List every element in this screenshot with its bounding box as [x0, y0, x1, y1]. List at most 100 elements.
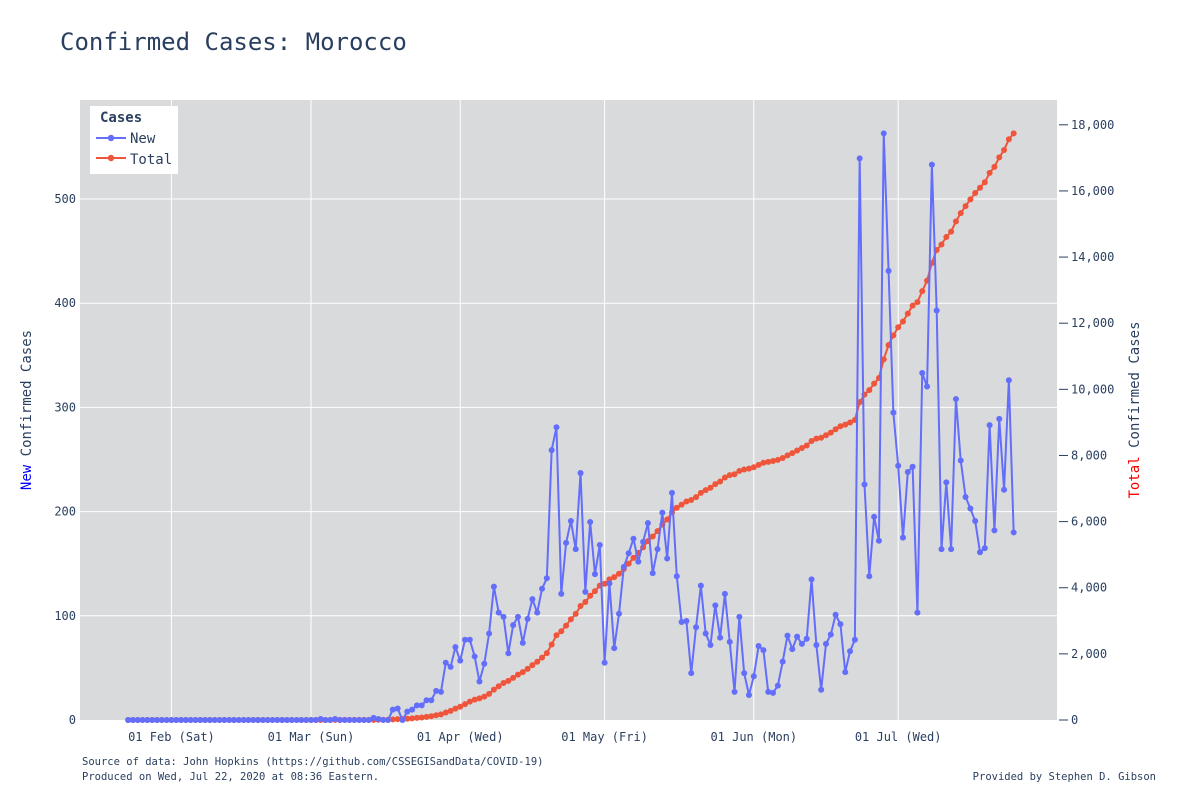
total-point[interactable] [418, 714, 425, 721]
total-point[interactable] [500, 679, 507, 686]
legend[interactable]: Cases New Total [90, 106, 178, 174]
new-point[interactable] [890, 409, 897, 416]
new-point[interactable] [563, 539, 570, 546]
new-point[interactable] [587, 519, 594, 526]
total-point[interactable] [437, 711, 444, 718]
new-point[interactable] [688, 670, 695, 677]
new-point[interactable] [582, 588, 589, 595]
total-point[interactable] [774, 456, 781, 463]
new-point[interactable] [803, 635, 810, 642]
total-point[interactable] [567, 616, 574, 623]
total-point[interactable] [847, 419, 854, 426]
total-point[interactable] [1010, 130, 1017, 137]
total-point[interactable] [914, 299, 921, 306]
total-point[interactable] [765, 458, 772, 465]
new-point[interactable] [649, 570, 656, 577]
new-point[interactable] [524, 615, 531, 622]
new-point[interactable] [899, 534, 906, 541]
total-point[interactable] [389, 716, 396, 723]
new-point[interactable] [770, 689, 777, 696]
new-point[interactable] [370, 714, 377, 721]
new-point[interactable] [856, 155, 863, 162]
new-point[interactable] [235, 717, 242, 723]
new-point[interactable] [259, 717, 266, 723]
new-point[interactable] [909, 463, 916, 470]
new-point[interactable] [327, 717, 334, 723]
new-point[interactable] [481, 660, 488, 667]
new-point[interactable] [591, 571, 598, 578]
total-point[interactable] [948, 228, 955, 235]
total-point[interactable] [577, 603, 584, 610]
new-point[interactable] [168, 717, 175, 723]
total-point[interactable] [481, 693, 488, 700]
new-point[interactable] [548, 447, 555, 454]
total-point[interactable] [871, 380, 878, 387]
new-point[interactable] [895, 462, 902, 469]
new-point[interactable] [847, 648, 854, 655]
new-point[interactable] [356, 717, 363, 723]
total-point[interactable] [919, 288, 926, 295]
new-point[interactable] [380, 717, 387, 723]
new-point[interactable] [283, 717, 290, 723]
new-point[interactable] [635, 558, 642, 565]
new-point[interactable] [505, 650, 512, 657]
total-point[interactable] [794, 447, 801, 454]
total-point[interactable] [702, 487, 709, 494]
new-point[interactable] [211, 717, 218, 723]
new-point[interactable] [231, 717, 238, 723]
new-point[interactable] [226, 717, 233, 723]
new-point[interactable] [630, 535, 637, 542]
new-point[interactable] [269, 717, 276, 723]
total-point[interactable] [539, 654, 546, 661]
total-point[interactable] [519, 669, 526, 676]
new-point[interactable] [437, 688, 444, 695]
new-point[interactable] [534, 609, 541, 616]
new-point[interactable] [851, 636, 858, 643]
total-point[interactable] [784, 452, 791, 459]
new-point[interactable] [972, 517, 979, 524]
new-point[interactable] [596, 541, 603, 548]
new-point[interactable] [336, 717, 343, 723]
new-point[interactable] [539, 585, 546, 592]
total-point[interactable] [712, 481, 719, 488]
new-point[interactable] [240, 717, 247, 723]
new-point[interactable] [774, 682, 781, 689]
new-point[interactable] [827, 631, 834, 638]
new-point[interactable] [409, 706, 416, 713]
total-point[interactable] [409, 715, 416, 722]
new-point[interactable] [433, 687, 440, 694]
total-point[interactable] [707, 484, 714, 491]
new-point[interactable] [375, 715, 382, 722]
new-point[interactable] [466, 636, 473, 643]
new-point[interactable] [644, 520, 651, 527]
new-point[interactable] [794, 633, 801, 640]
total-point[interactable] [529, 662, 536, 669]
total-point[interactable] [495, 683, 502, 690]
new-point[interactable] [991, 527, 998, 534]
new-point[interactable] [866, 573, 873, 580]
total-point[interactable] [471, 696, 478, 703]
new-point[interactable] [731, 688, 738, 695]
new-point[interactable] [981, 545, 988, 552]
new-point[interactable] [187, 717, 194, 723]
new-point[interactable] [640, 538, 647, 545]
total-point[interactable] [563, 622, 570, 629]
new-point[interactable] [134, 717, 141, 723]
new-point[interactable] [938, 546, 945, 553]
new-point[interactable] [182, 717, 189, 723]
new-point[interactable] [919, 370, 926, 377]
new-point[interactable] [611, 645, 618, 652]
new-point[interactable] [784, 632, 791, 639]
total-point[interactable] [822, 432, 829, 439]
total-point[interactable] [625, 560, 632, 567]
new-point[interactable] [500, 613, 507, 620]
new-point[interactable] [914, 609, 921, 616]
new-point[interactable] [322, 717, 329, 723]
total-point[interactable] [837, 423, 844, 430]
total-point[interactable] [731, 471, 738, 478]
new-point[interactable] [163, 717, 170, 723]
total-point[interactable] [587, 592, 594, 599]
new-point[interactable] [149, 717, 156, 723]
new-point[interactable] [558, 590, 565, 597]
new-point[interactable] [332, 715, 339, 722]
